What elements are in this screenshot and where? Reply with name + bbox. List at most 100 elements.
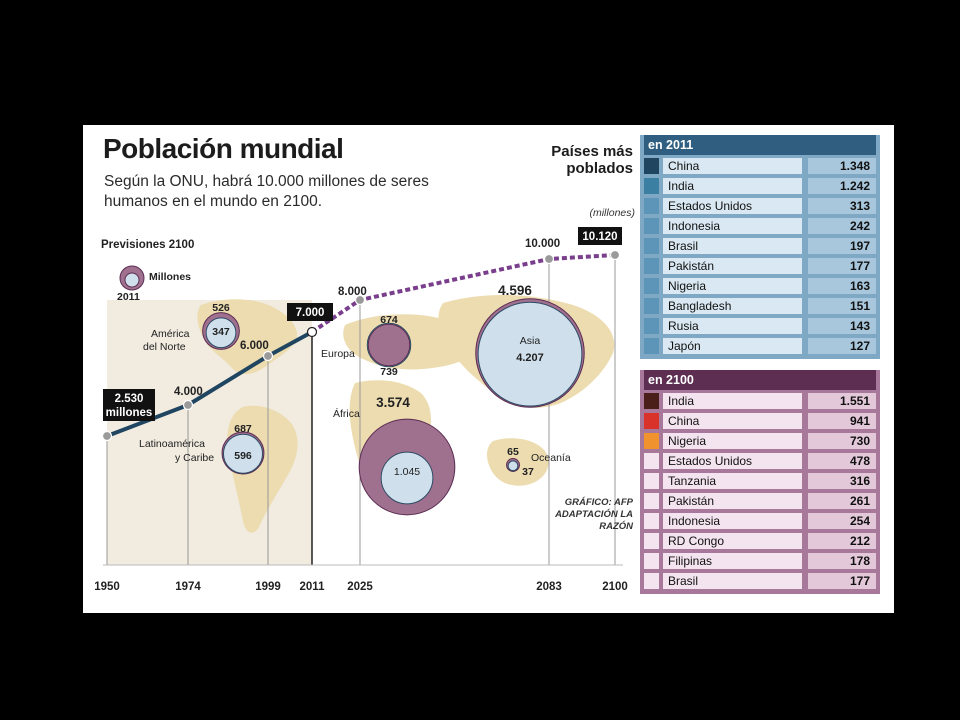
region-label: Oceanía bbox=[531, 452, 571, 464]
table-row: India 1.242 bbox=[644, 177, 876, 195]
table-2011: en 2011 China 1.348 India 1.242 Estados Unid… bbox=[640, 135, 880, 359]
legend-year: 2011 bbox=[117, 291, 140, 303]
series-point bbox=[262, 350, 274, 362]
bubble-2011 bbox=[205, 317, 237, 349]
table-row: Nigeria 730 bbox=[644, 432, 876, 450]
country-name: China bbox=[663, 158, 802, 174]
bubble-2100-label: 65 bbox=[507, 446, 519, 458]
bubble-2011 bbox=[380, 451, 434, 505]
country-value: 151 bbox=[808, 298, 876, 314]
table-row: Brasil 197 bbox=[644, 237, 876, 255]
color-swatch bbox=[644, 158, 659, 174]
series-point bbox=[306, 326, 318, 338]
color-swatch bbox=[644, 553, 659, 569]
subtitle: Según la ONU, habrá 10.000 millones de s… bbox=[104, 173, 429, 210]
table-row: Estados Unidos 313 bbox=[644, 197, 876, 215]
value-label: 10.000 bbox=[525, 238, 560, 250]
table-2100: en 2100 India 1.551 China 941 Nigeria 730 Esta… bbox=[640, 370, 880, 594]
table-row: Tanzania 316 bbox=[644, 472, 876, 490]
value-label: 4.000 bbox=[174, 386, 203, 398]
table-row: Indonesia 254 bbox=[644, 512, 876, 530]
bubble-2011-label: 596 bbox=[234, 450, 252, 462]
country-name: Pakistán bbox=[663, 493, 802, 509]
credit: GRÁFICO: AFP ADAPTACIÓN LA RAZÓN bbox=[555, 497, 633, 532]
table-2100-title: en 2100 bbox=[644, 370, 876, 390]
country-name: Indonesia bbox=[663, 218, 802, 234]
table-2011-rows: China 1.348 India 1.242 Estados Unidos 313 Ind… bbox=[644, 157, 876, 355]
color-swatch bbox=[644, 433, 659, 449]
population-chart: 1950 1974 1999 2011 2025 2083 2100 2.530 millone… bbox=[94, 227, 628, 593]
country-value: 316 bbox=[808, 473, 876, 489]
color-swatch bbox=[644, 413, 659, 429]
table-row: Estados Unidos 478 bbox=[644, 452, 876, 470]
x-tick-label: 2083 bbox=[536, 581, 562, 593]
bubble-2011 bbox=[477, 301, 583, 407]
bubble-2100 bbox=[367, 323, 411, 367]
x-tick-label: 1999 bbox=[255, 581, 281, 593]
label-box bbox=[578, 227, 622, 245]
color-swatch bbox=[644, 513, 659, 529]
color-swatch bbox=[644, 533, 659, 549]
bubble-2011-label: 37 bbox=[522, 466, 534, 478]
value-label: 2.530 bbox=[115, 393, 144, 405]
legend-heading: Previsiones 2100 bbox=[101, 239, 195, 251]
country-name: Brasil bbox=[663, 573, 802, 589]
color-swatch bbox=[644, 473, 659, 489]
country-value: 730 bbox=[808, 433, 876, 449]
country-value: 197 bbox=[808, 238, 876, 254]
country-value: 1.551 bbox=[808, 393, 876, 409]
table-row: China 1.348 bbox=[644, 157, 876, 175]
value-label: 8.000 bbox=[338, 286, 367, 298]
table-row: Brasil 177 bbox=[644, 572, 876, 590]
bubble-2100-label: 674 bbox=[380, 314, 398, 326]
country-value: 177 bbox=[808, 258, 876, 274]
table-row: RD Congo 212 bbox=[644, 532, 876, 550]
value-label: 7.000 bbox=[296, 307, 325, 319]
country-value: 143 bbox=[808, 318, 876, 334]
color-swatch bbox=[644, 573, 659, 589]
bubble-2011 bbox=[222, 433, 264, 474]
country-name: Brasil bbox=[663, 238, 802, 254]
x-tick-label: 1950 bbox=[94, 581, 120, 593]
table-row: India 1.551 bbox=[644, 392, 876, 410]
country-name: Tanzania bbox=[663, 473, 802, 489]
country-value: 1.348 bbox=[808, 158, 876, 174]
country-name: Nigeria bbox=[663, 278, 802, 294]
table-2011-title: en 2011 bbox=[644, 135, 876, 155]
color-swatch bbox=[644, 238, 659, 254]
value-label: 6.000 bbox=[240, 340, 269, 352]
table-row: Japón 127 bbox=[644, 337, 876, 355]
country-value: 177 bbox=[808, 573, 876, 589]
x-tick-label: 2011 bbox=[300, 581, 326, 593]
country-value: 242 bbox=[808, 218, 876, 234]
series-point bbox=[182, 399, 194, 411]
table-row: Bangladesh 151 bbox=[644, 297, 876, 315]
bubble-2011-label: 739 bbox=[380, 366, 398, 378]
bubble-2011-label: 347 bbox=[212, 326, 230, 338]
country-name: Indonesia bbox=[663, 513, 802, 529]
bubble-2100-label: 4.596 bbox=[498, 283, 532, 298]
country-value: 1.242 bbox=[808, 178, 876, 194]
bubble-2100-label: 687 bbox=[234, 423, 252, 435]
country-name: Estados Unidos bbox=[663, 198, 802, 214]
country-value: 178 bbox=[808, 553, 876, 569]
country-name: Estados Unidos bbox=[663, 453, 802, 469]
x-tick-label: 1974 bbox=[175, 581, 201, 593]
value-label: 10.120 bbox=[582, 231, 617, 243]
bubble-2100-label: 526 bbox=[212, 302, 230, 314]
label-box bbox=[287, 303, 333, 321]
bubble-2011-label: 4.207 bbox=[516, 352, 544, 364]
color-swatch bbox=[644, 178, 659, 194]
series-line-projection bbox=[310, 253, 616, 334]
table-row: Indonesia 242 bbox=[644, 217, 876, 235]
series-point bbox=[354, 294, 366, 306]
country-value: 941 bbox=[808, 413, 876, 429]
table-row: Pakistán 261 bbox=[644, 492, 876, 510]
region-label: y Caribe bbox=[175, 452, 214, 464]
country-value: 478 bbox=[808, 453, 876, 469]
table-row: Nigeria 163 bbox=[644, 277, 876, 295]
color-swatch bbox=[644, 338, 659, 354]
series-point bbox=[101, 430, 113, 442]
country-value: 254 bbox=[808, 513, 876, 529]
color-swatch bbox=[644, 493, 659, 509]
